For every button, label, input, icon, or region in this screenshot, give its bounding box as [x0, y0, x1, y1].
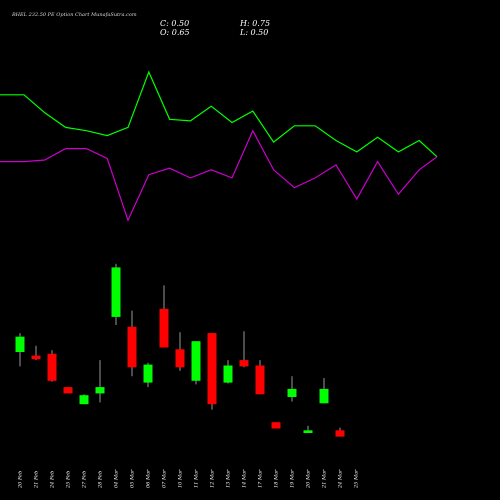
candles — [15, 263, 345, 437]
candle-body — [335, 430, 345, 437]
x-tick-label: 18 Mar — [274, 469, 280, 488]
x-tick-label: 06 Mar — [146, 469, 152, 488]
candle-body — [319, 388, 329, 404]
x-tick-label: 11 Mar — [194, 469, 200, 488]
x-tick-label: 07 Mar — [162, 469, 168, 488]
candle-body — [79, 395, 89, 405]
x-tick-label: 27 Feb — [82, 471, 88, 489]
candle-body — [31, 355, 41, 360]
candle-body — [95, 387, 105, 394]
candle-body — [111, 267, 121, 317]
indicator-lines — [0, 70, 438, 222]
low-value: L: 0.50 — [240, 28, 269, 37]
candle-body — [159, 308, 169, 348]
candle-body — [15, 336, 25, 352]
x-tick-label: 28 Feb — [98, 471, 104, 489]
x-tick-label: 25 Feb — [66, 471, 72, 489]
x-tick-label: 12 Mar — [210, 469, 216, 488]
indicator-line-green — [0, 70, 438, 158]
candle-body — [127, 326, 137, 368]
x-tick-label: 17 Mar — [258, 469, 264, 488]
x-tick-label: 10 Mar — [178, 469, 184, 488]
candle-body — [287, 388, 297, 397]
x-tick-label: 20 Mar — [306, 469, 312, 489]
candle-body — [63, 387, 73, 394]
x-tick-label: 05 Mar — [130, 469, 136, 488]
candle-body — [255, 365, 265, 395]
x-tick-label: 20 Feb — [18, 471, 24, 489]
close-value: C: 0.50 — [160, 19, 190, 28]
candle-body — [143, 364, 153, 383]
x-tick-label: 21 Feb — [34, 471, 40, 489]
candle-body — [223, 365, 233, 383]
x-tick-label: 19 Mar — [290, 469, 296, 488]
indicator-line-magenta — [0, 129, 438, 222]
x-tick-label: 21 Mar — [322, 469, 328, 489]
x-tick-label: 13 Mar — [226, 469, 232, 488]
candle-body — [239, 360, 249, 367]
high-value: H: 0.75 — [240, 19, 271, 28]
open-value: O: 0.65 — [160, 28, 190, 37]
x-axis-labels: 20 Feb 21 Feb 24 Feb 25 Feb 27 Feb 28 Feb 04 M… — [18, 469, 360, 489]
chart-title: BHEL 232.50 PE Option Chart MunafaSutra.… — [12, 12, 137, 18]
x-tick-label: 25 Mar — [354, 469, 360, 489]
x-tick-label: 14 Mar — [242, 469, 248, 488]
candle-body — [207, 333, 217, 405]
candle-body — [47, 353, 57, 381]
candle-body — [191, 341, 201, 381]
x-tick-label: 04 Mar — [114, 469, 120, 488]
x-tick-label: 24 Feb — [50, 471, 56, 489]
candle-body — [271, 422, 281, 429]
x-tick-label: 24 Mar — [338, 469, 344, 489]
candle-body — [303, 430, 313, 433]
candle-body — [175, 349, 185, 368]
